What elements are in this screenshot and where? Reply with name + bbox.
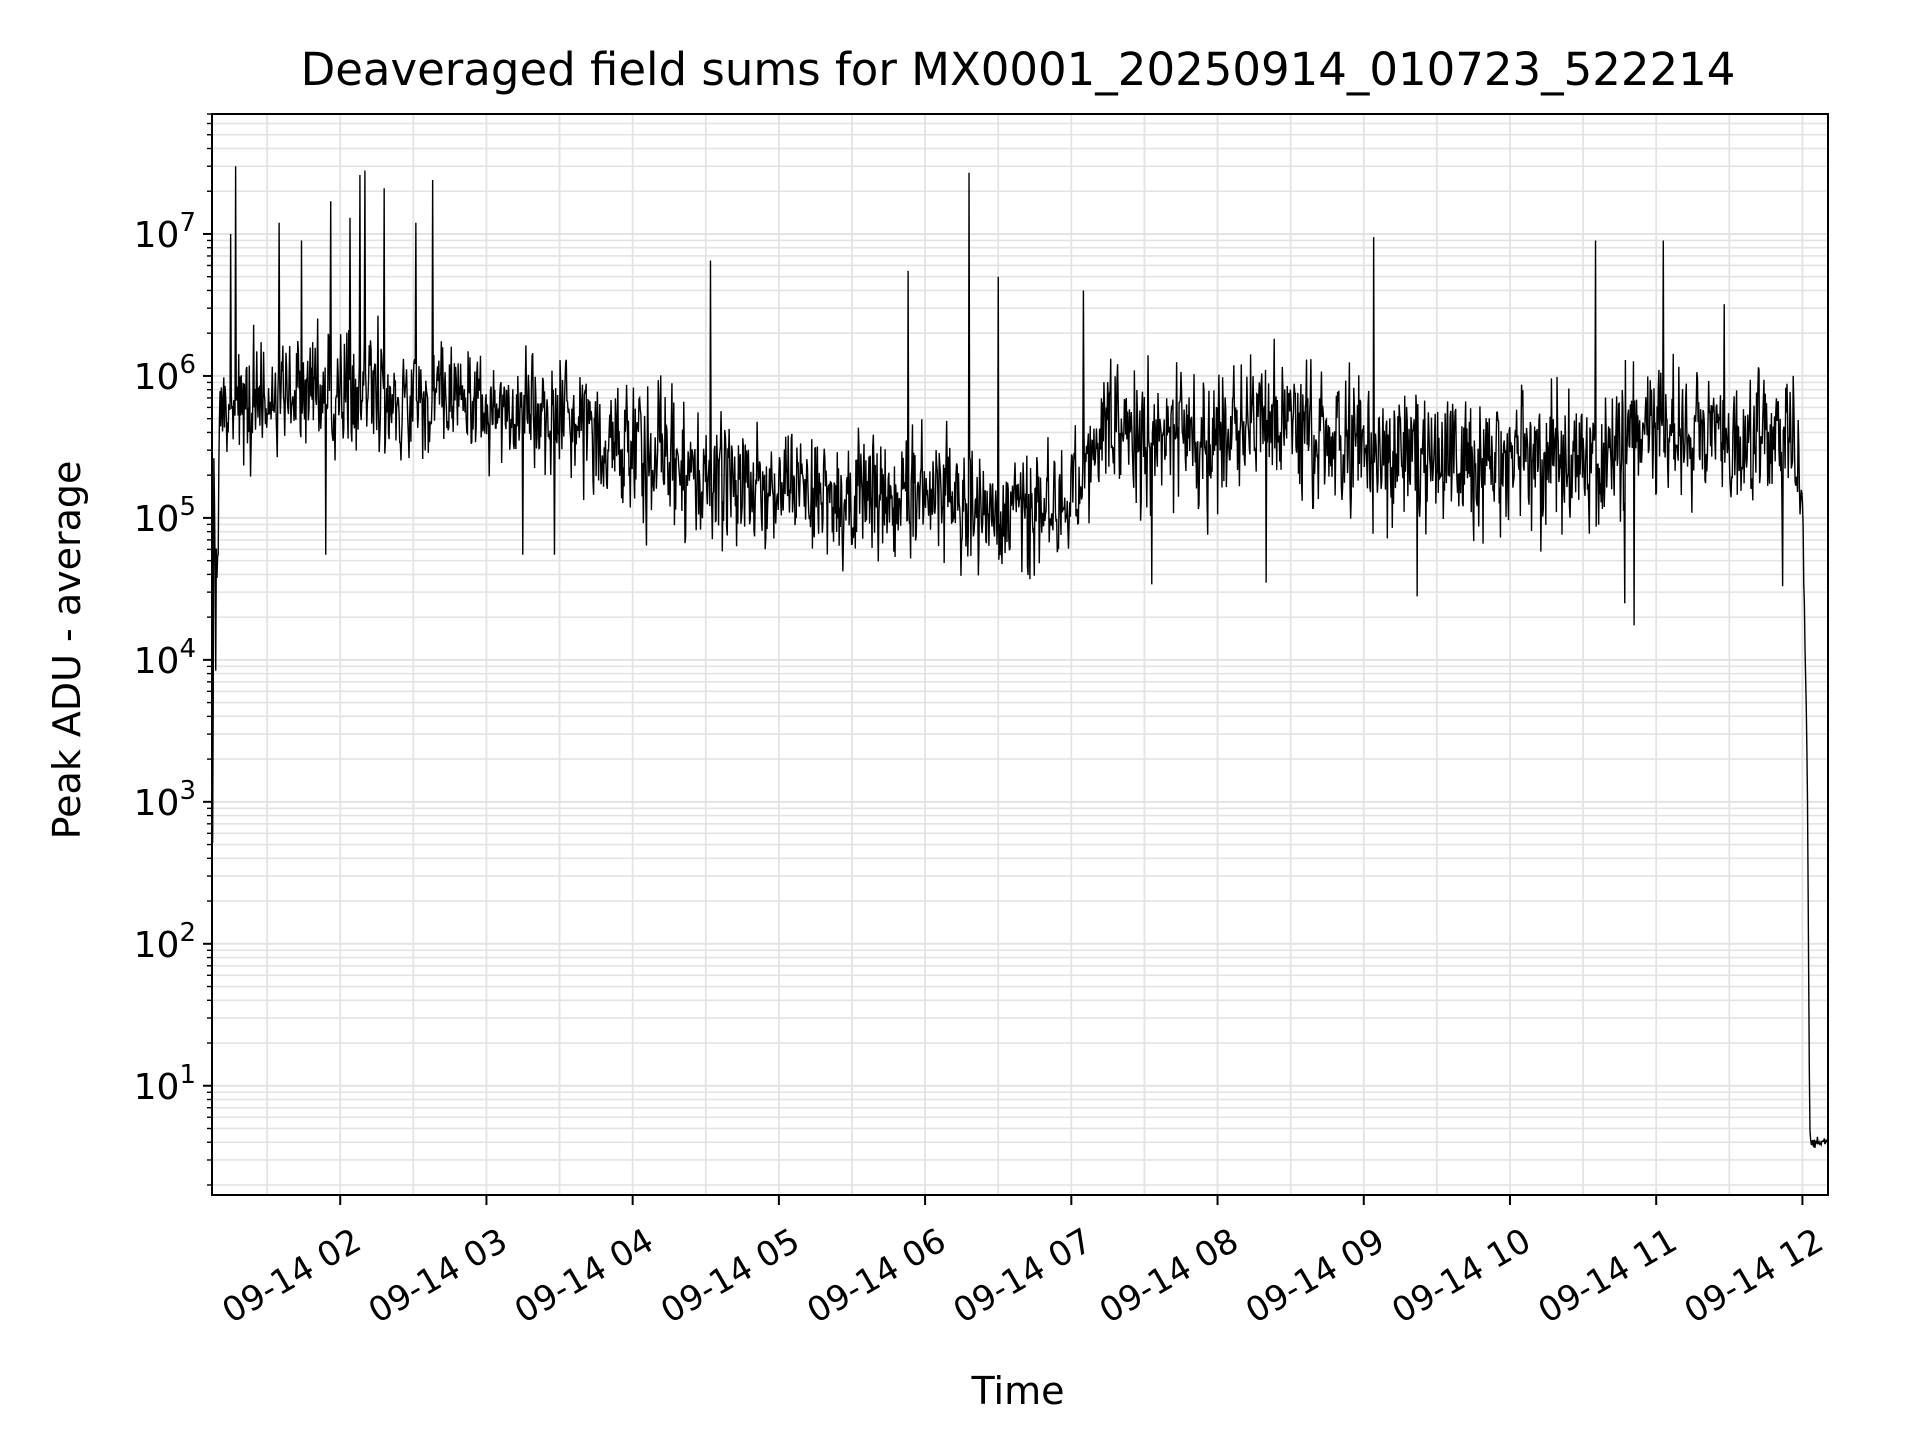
y-tick-base: 10 — [134, 783, 180, 824]
grid-layer — [212, 113, 1828, 1195]
y-tick-label: 102 — [134, 918, 196, 966]
plot-frame — [211, 113, 1829, 1196]
y-tick-base: 10 — [134, 499, 180, 540]
y-tick-label: 104 — [134, 634, 196, 682]
y-tick-base: 10 — [134, 357, 180, 398]
chart-title: Deaveraged field sums for MX0001_2025091… — [301, 43, 1736, 96]
y-tick-label: 107 — [134, 208, 196, 256]
y-tick-base: 10 — [134, 641, 180, 682]
y-tick-exponent: 1 — [179, 1060, 196, 1090]
y-tick-base: 10 — [134, 925, 180, 966]
y-tick-base: 10 — [134, 1067, 180, 1108]
y-tick-exponent: 4 — [179, 634, 196, 664]
y-tick-exponent: 7 — [179, 208, 196, 238]
series-layer — [211, 166, 1829, 1149]
y-tick-label: 106 — [134, 350, 196, 398]
y-tick-exponent: 2 — [179, 918, 196, 948]
y-tick-exponent: 5 — [179, 492, 196, 522]
y-axis-label: Peak ADU - average — [45, 461, 89, 840]
y-tick-label: 103 — [134, 776, 196, 824]
y-tick-exponent: 6 — [179, 350, 196, 380]
y-tick-label: 105 — [134, 492, 196, 540]
y-tick-exponent: 3 — [179, 776, 196, 806]
y-tick-base: 10 — [134, 215, 180, 256]
y-tick-label: 101 — [134, 1060, 196, 1108]
x-axis-label: Time — [971, 1369, 1065, 1413]
series-line — [211, 166, 1829, 1149]
